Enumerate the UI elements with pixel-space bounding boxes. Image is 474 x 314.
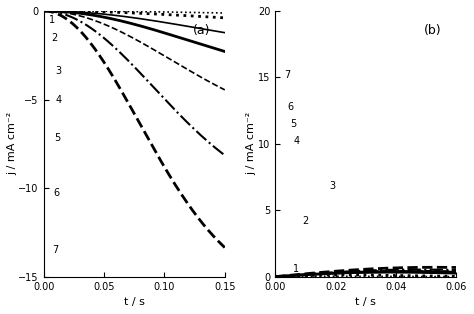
Text: 3: 3	[56, 66, 62, 76]
X-axis label: t / s: t / s	[124, 297, 145, 307]
Text: 4: 4	[56, 95, 62, 105]
Text: 2: 2	[51, 33, 57, 42]
Text: 7: 7	[52, 245, 58, 255]
Text: 7: 7	[284, 70, 291, 80]
Text: 4: 4	[293, 136, 300, 146]
X-axis label: t / s: t / s	[356, 297, 376, 307]
Y-axis label: j / mA cm⁻²: j / mA cm⁻²	[7, 112, 17, 176]
Y-axis label: j / mA cm⁻²: j / mA cm⁻²	[246, 112, 256, 176]
Text: (b): (b)	[424, 24, 442, 37]
Text: 1: 1	[293, 264, 300, 274]
Text: (a): (a)	[192, 24, 210, 37]
Text: 2: 2	[302, 216, 309, 226]
Text: 6: 6	[54, 188, 59, 198]
Text: 3: 3	[329, 181, 336, 191]
Text: 5: 5	[55, 133, 61, 143]
Text: 5: 5	[291, 119, 297, 129]
Text: 6: 6	[287, 102, 293, 111]
Text: 1: 1	[48, 15, 55, 25]
